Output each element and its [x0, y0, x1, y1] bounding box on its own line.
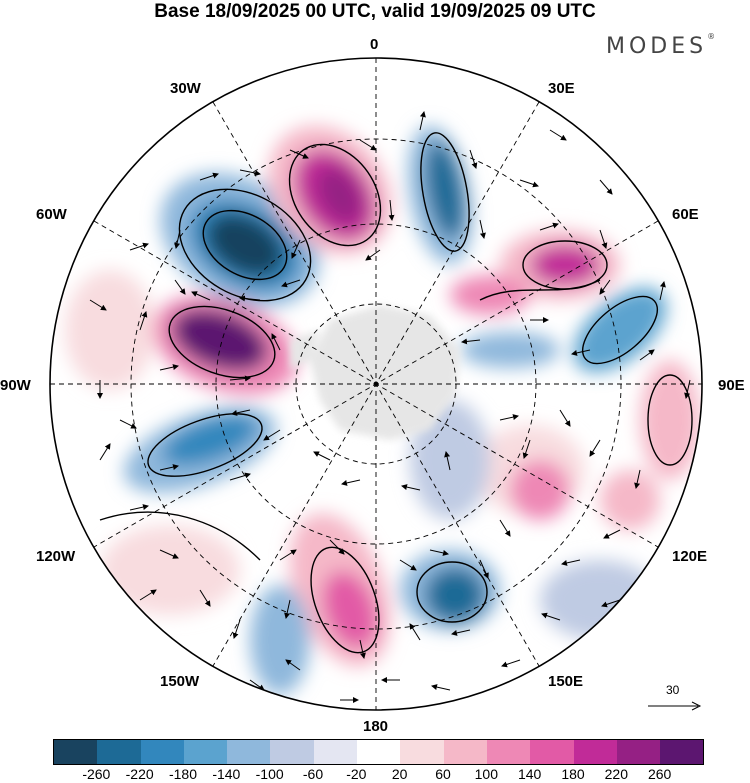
lon-label-60e: 60E: [672, 206, 699, 223]
wind-vectors: [89, 111, 691, 703]
colorbar-swatch: [486, 740, 531, 764]
anomaly-field: [50, 58, 702, 710]
lon-label-90e: 90E: [718, 377, 745, 394]
lon-label-60w: 60W: [36, 206, 67, 223]
colorbar-tick-label: -260: [82, 766, 111, 782]
colorbar: [53, 739, 705, 765]
lon-label-150w: 150W: [160, 673, 200, 690]
colorbar-tick-label: -20: [346, 766, 367, 782]
lon-label-30e: 30E: [548, 80, 575, 97]
colorbar-swatch: [443, 740, 487, 764]
lon-label-90w: 90W: [0, 377, 31, 394]
colorbar-swatch: [97, 740, 141, 764]
wind-scale-arrow: [648, 701, 702, 711]
colorbar-tick-label: -140: [212, 766, 241, 782]
lon-label-120w: 120W: [36, 548, 76, 565]
modes-logo: MODES®: [606, 32, 716, 59]
lon-label-120e: 120E: [672, 548, 708, 565]
colorbar-tick-label: 260: [647, 766, 672, 782]
colorbar-tick-label: 180: [561, 766, 585, 782]
colorbar-swatch: [357, 740, 401, 764]
colorbar-tick-label: -180: [168, 766, 198, 782]
colorbar-swatch: [140, 740, 184, 764]
colorbar-swatch: [660, 740, 704, 764]
colorbar-tick-label: 60: [435, 766, 451, 782]
colorbar-tick-label: 140: [517, 766, 542, 782]
lon-label-180: 180: [363, 718, 389, 735]
colorbar-tick-label: 20: [391, 766, 408, 782]
colorbar-tick-label: -220: [125, 766, 154, 782]
colorbar-swatch: [616, 740, 661, 764]
colorbar-swatch: [313, 740, 358, 764]
colorbar-tick-label: -100: [255, 766, 284, 782]
lon-label-0: 0: [370, 36, 379, 53]
lon-label-150e: 150E: [548, 673, 584, 690]
colorbar-swatch: [183, 740, 228, 764]
colorbar-tick-label: -60: [302, 766, 324, 782]
map-title: Base 18/09/2025 00 UTC, valid 19/09/2025…: [154, 1, 596, 22]
colorbar-swatch: [400, 740, 444, 764]
polar-map[interactable]: [0, 0, 750, 740]
colorbar-ticks: -260 -220 -180 -140 -100 -60 -20 20 60 100 140 180 2…: [53, 766, 703, 783]
colorbar-swatch: [270, 740, 314, 764]
lon-label-30w: 30W: [170, 80, 201, 97]
wind-scale-label: 30: [666, 683, 680, 697]
map-border: [49, 57, 703, 711]
colorbar-swatch: [573, 740, 617, 764]
colorbar-tick-label: 100: [474, 766, 499, 782]
colorbar-swatch: [227, 740, 271, 764]
colorbar-swatch: [530, 740, 574, 764]
colorbar-swatch: [54, 740, 98, 764]
antarctica-landmass: [290, 305, 460, 440]
colorbar-tick-label: 220: [604, 766, 629, 782]
